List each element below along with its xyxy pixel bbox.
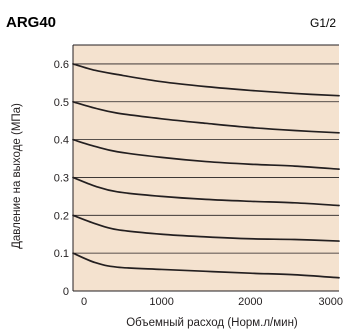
flow-curve-6: [72, 63, 340, 97]
y-tick-label-5: 0.5: [54, 97, 69, 109]
x-axis-title: Объемный расход (Норм.л/мин): [126, 317, 298, 329]
y-axis-title: Давление на выходе (МПа): [11, 103, 23, 249]
x-tick-labels: 0 1000 2000 3000: [81, 296, 343, 308]
y-tick-label-3: 0.3: [54, 172, 69, 184]
model-title: ARG40: [6, 14, 56, 31]
flow-curve-2: [72, 214, 340, 242]
y-tick-label-0: 0: [63, 286, 69, 298]
flow-curve-4: [72, 138, 340, 170]
flow-curve-3: [72, 176, 340, 207]
grid-lines: [73, 63, 339, 254]
y-tick-label-1: 0.1: [54, 248, 69, 260]
plot-background: [73, 45, 339, 291]
port-size-label: G1/2: [310, 16, 336, 30]
flow-curve-1: [72, 252, 340, 279]
y-tick-label-2: 0.2: [54, 210, 69, 222]
y-tick-label-4: 0.4: [54, 135, 69, 147]
x-tick-label-3: 3000: [319, 296, 343, 308]
flow-curves: [72, 63, 340, 279]
y-tick-label-6: 0.6: [54, 59, 69, 71]
x-tick-label-2: 2000: [238, 296, 262, 308]
flow-curve-5: [72, 100, 340, 134]
x-tick-label-0: 0: [81, 296, 87, 308]
x-tick-label-1: 1000: [149, 296, 173, 308]
y-tick-labels: 0 0.1 0.2 0.3 0.4 0.5 0.6: [54, 59, 69, 298]
